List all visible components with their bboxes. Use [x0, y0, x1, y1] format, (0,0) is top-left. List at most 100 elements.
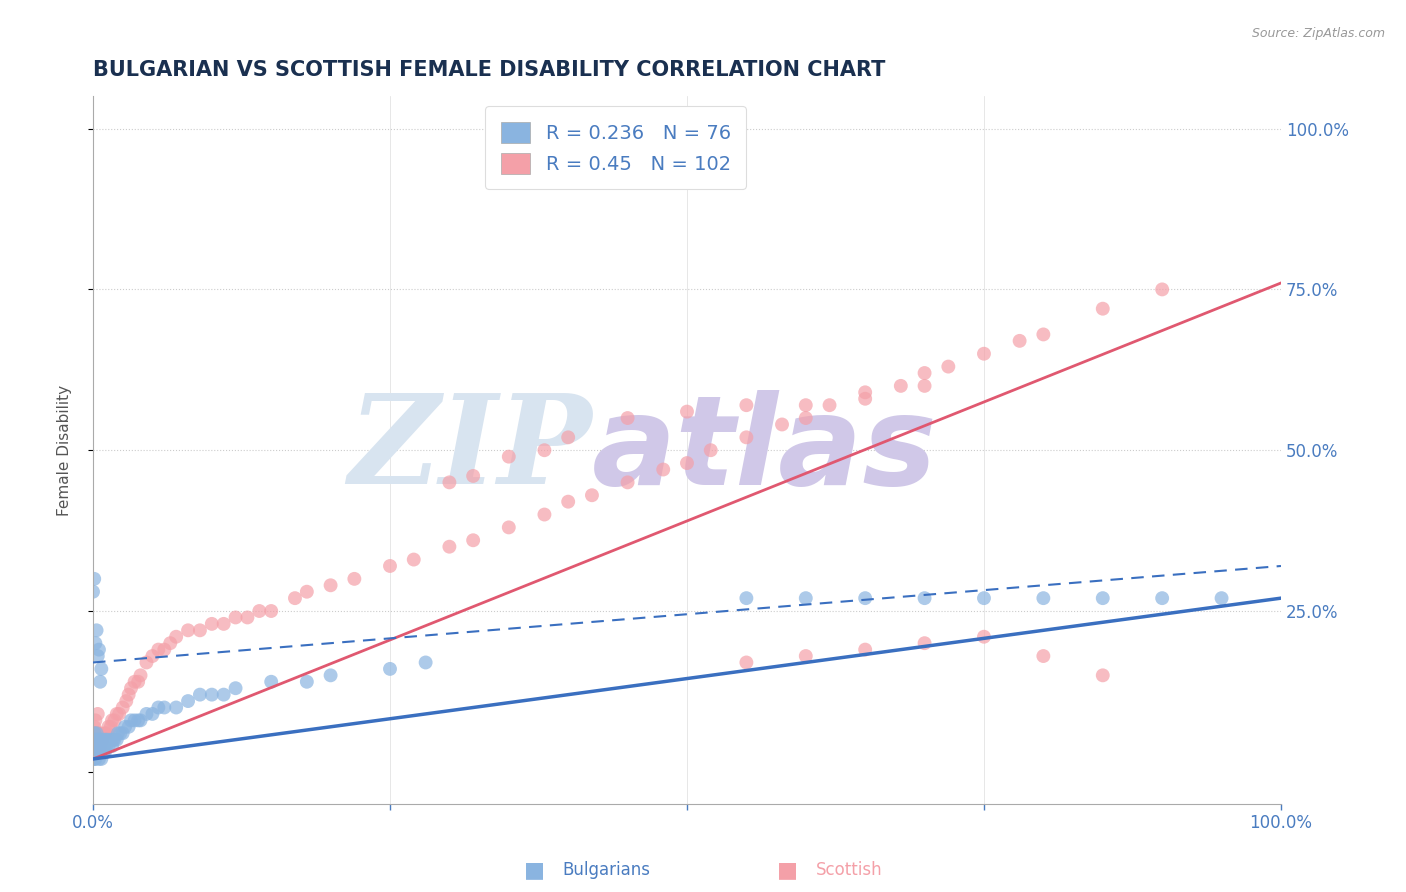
- Point: [82, 732, 104, 747]
- Point: [110, 726, 132, 740]
- Point: [794, 411, 817, 425]
- Point: [973, 591, 995, 606]
- Point: [914, 366, 936, 380]
- Point: [735, 591, 758, 606]
- Point: [111, 726, 134, 740]
- Point: [94, 726, 117, 740]
- Point: [87, 726, 110, 740]
- Point: [652, 462, 675, 476]
- Point: [1032, 327, 1054, 342]
- Point: [90, 752, 112, 766]
- Point: [212, 688, 235, 702]
- Point: [83, 739, 105, 753]
- Text: Source: ZipAtlas.com: Source: ZipAtlas.com: [1251, 27, 1385, 40]
- Point: [260, 674, 283, 689]
- Point: [93, 739, 115, 753]
- Point: [201, 616, 224, 631]
- Point: [818, 398, 841, 412]
- Point: [1032, 648, 1054, 663]
- Point: [86, 726, 108, 740]
- Text: Bulgarians: Bulgarians: [562, 861, 651, 879]
- Point: [343, 572, 366, 586]
- Point: [914, 379, 936, 393]
- Point: [1091, 591, 1114, 606]
- Point: [96, 726, 118, 740]
- Point: [84, 752, 107, 766]
- Point: [84, 732, 107, 747]
- Text: ZIP: ZIP: [349, 390, 592, 511]
- Legend: R = 0.236   N = 76, R = 0.45   N = 102: R = 0.236 N = 76, R = 0.45 N = 102: [485, 106, 747, 189]
- Point: [616, 475, 638, 490]
- Point: [141, 706, 163, 721]
- Point: [557, 494, 579, 508]
- Point: [533, 508, 555, 522]
- Point: [89, 739, 111, 753]
- Point: [87, 642, 110, 657]
- Point: [439, 540, 461, 554]
- Point: [735, 430, 758, 444]
- Point: [973, 347, 995, 361]
- Point: [96, 732, 118, 747]
- Point: [1152, 591, 1174, 606]
- Point: [103, 732, 125, 747]
- Point: [86, 739, 108, 753]
- Point: [118, 720, 141, 734]
- Point: [83, 752, 105, 766]
- Point: [127, 714, 149, 728]
- Point: [124, 674, 146, 689]
- Point: [94, 732, 117, 747]
- Point: [90, 739, 112, 753]
- Point: [87, 648, 110, 663]
- Point: [853, 392, 876, 406]
- Point: [141, 648, 163, 663]
- Point: [103, 714, 125, 728]
- Point: [86, 726, 108, 740]
- Text: ■: ■: [524, 860, 544, 880]
- Point: [700, 443, 723, 458]
- Point: [1091, 668, 1114, 682]
- Point: [94, 746, 117, 760]
- Point: [135, 706, 157, 721]
- Point: [177, 694, 200, 708]
- Point: [115, 694, 138, 708]
- Point: [93, 746, 115, 760]
- Point: [83, 746, 105, 760]
- Point: [770, 417, 793, 432]
- Point: [83, 720, 105, 734]
- Point: [83, 572, 105, 586]
- Point: [153, 642, 176, 657]
- Point: [83, 746, 105, 760]
- Point: [853, 642, 876, 657]
- Point: [84, 739, 107, 753]
- Point: [853, 385, 876, 400]
- Point: [101, 739, 124, 753]
- Point: [378, 662, 401, 676]
- Point: [83, 726, 105, 740]
- Point: [295, 584, 318, 599]
- Point: [107, 726, 129, 740]
- Point: [90, 732, 112, 747]
- Point: [319, 668, 342, 682]
- Point: [1152, 282, 1174, 296]
- Point: [90, 662, 112, 676]
- Point: [82, 726, 104, 740]
- Point: [129, 714, 152, 728]
- Point: [463, 533, 485, 548]
- Point: [794, 591, 817, 606]
- Point: [84, 746, 107, 760]
- Point: [581, 488, 603, 502]
- Point: [616, 411, 638, 425]
- Point: [91, 732, 114, 747]
- Point: [97, 720, 120, 734]
- Point: [1091, 301, 1114, 316]
- Point: [84, 746, 107, 760]
- Point: [83, 732, 105, 747]
- Point: [87, 746, 110, 760]
- Point: [87, 739, 110, 753]
- Point: [794, 648, 817, 663]
- Point: [120, 714, 142, 728]
- Point: [284, 591, 307, 606]
- Point: [159, 636, 181, 650]
- Point: [936, 359, 959, 374]
- Point: [87, 706, 110, 721]
